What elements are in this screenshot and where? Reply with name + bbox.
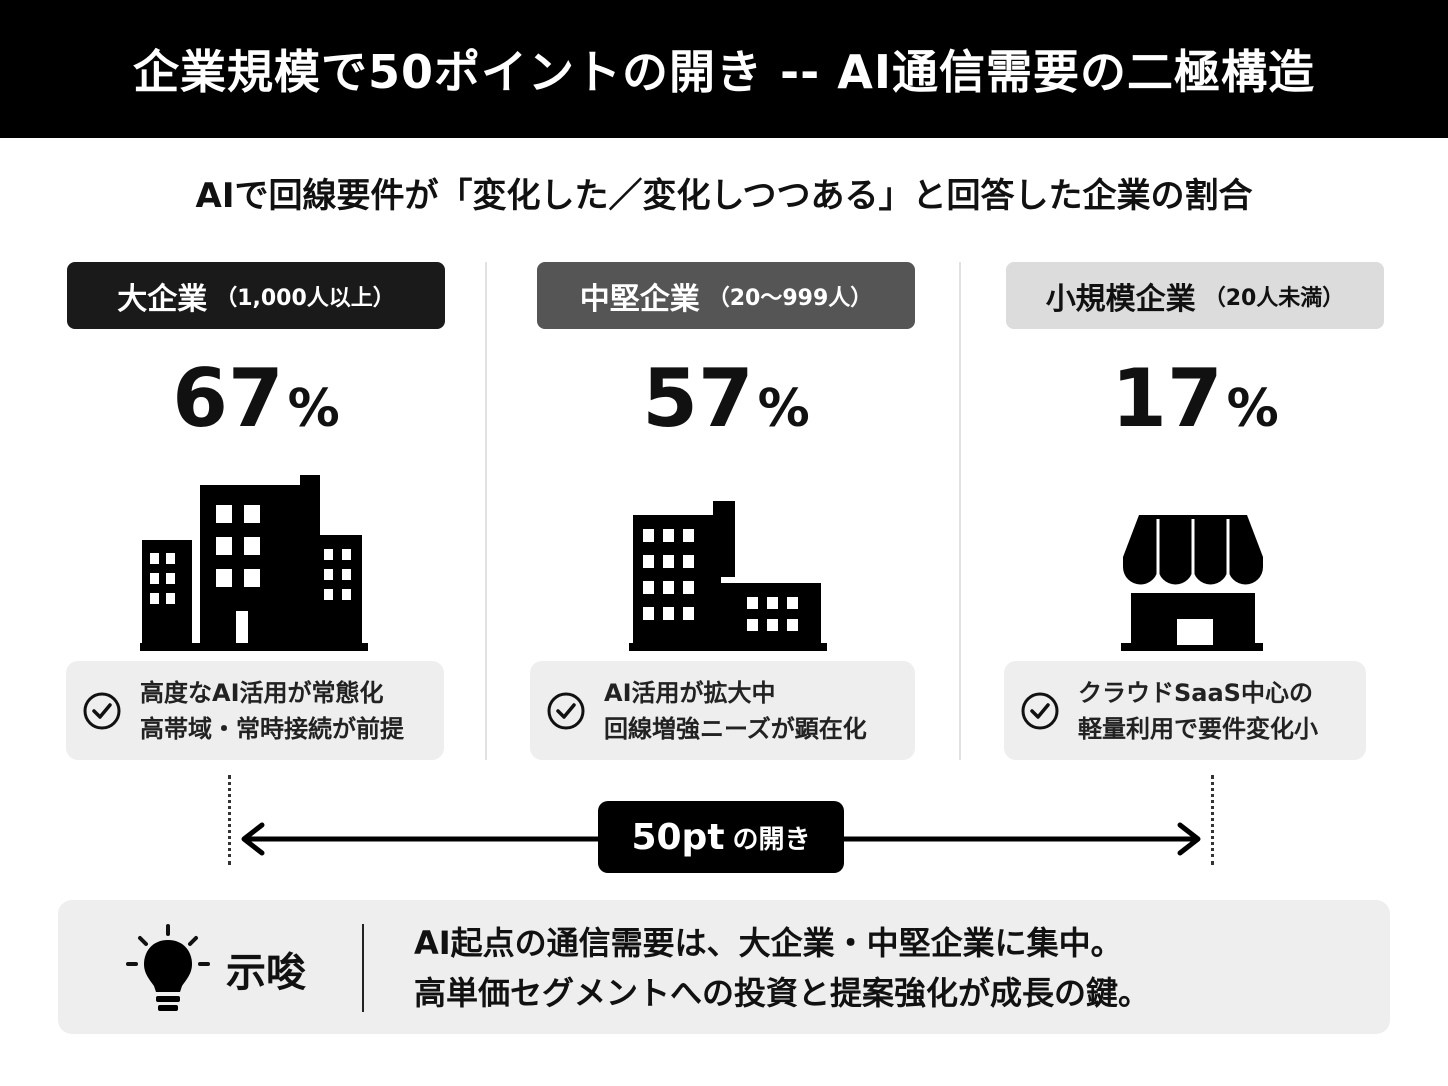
segment-percent: 57% [537,359,915,439]
mid-office-building-icon [629,501,827,651]
gap-value: 50pt [631,816,725,858]
gap-badge: 50pt の開き [598,801,844,873]
header-bar: 企業規模で50ポイントの開き -- AI通信需要の二極構造 [0,0,1448,138]
percent-unit: % [287,379,340,439]
lightbulb-icon [126,924,210,1011]
insight-panel: 示唆 AI起点の通信需要は、大企業・中堅企業に集中。 高単価セグメントへの投資と… [58,900,1390,1034]
segment-note: クラウドSaaS中心の 軽量利用で要件変化小 [1004,661,1366,760]
percent-unit: % [1226,379,1279,439]
note-line: 高帯域・常時接続が前提 [140,714,404,743]
segment-name: 中堅企業 [579,281,700,317]
segment-name: 大企業 [117,281,208,317]
percent-unit: % [757,379,810,439]
check-circle-icon [547,692,585,729]
column-divider [485,262,487,760]
segment-percent: 17% [1006,359,1384,439]
percent-value: 67 [172,352,284,445]
percent-value: 57 [642,352,754,445]
note-line: 軽量利用で要件変化小 [1078,714,1318,743]
segment-range: （1,000人以上） [215,285,395,311]
note-line: 高度なAI活用が常態化 [140,678,384,707]
segment-small: 小規模企業 （20人未満） 17% [1006,262,1384,655]
percent-value: 17 [1111,352,1223,445]
note-line: 回線増強ニーズが顕在化 [604,714,867,743]
subtitle: AIで回線要件が「変化した／変化しつつある」と回答した企業の割合 [195,176,1253,216]
insight-line: 高単価セグメントへの投資と提案強化が成長の鍵。 [414,974,1151,1012]
segment-label: 小規模企業 （20人未満） [1006,262,1384,329]
insight-label: 示唆 [226,950,306,996]
note-line: クラウドSaaS中心の [1078,678,1313,707]
segment-large: 大企業 （1,000人以上） 67% [67,262,445,655]
segment-label: 中堅企業 （20〜999人） [537,262,915,329]
gap-marker-left [228,775,231,865]
insight-separator [362,924,364,1012]
segment-label: 大企業 （1,000人以上） [67,262,445,329]
segment-range: （20人未満） [1203,285,1345,311]
note-line: AI活用が拡大中 [604,678,776,707]
segment-name: 小規模企業 [1045,281,1196,317]
segment-note: AI活用が拡大中 回線増強ニーズが顕在化 [530,661,915,760]
gap-label: の開き [732,824,811,855]
segment-mid: 中堅企業 （20〜999人） 57% [537,262,915,655]
segment-percent: 67% [67,359,445,439]
check-circle-icon [1021,692,1059,729]
gap-marker-right [1211,775,1214,865]
segment-note: 高度なAI活用が常態化 高帯域・常時接続が前提 [66,661,444,760]
page-title: 企業規模で50ポイントの開き -- AI通信需要の二極構造 [133,45,1315,99]
check-circle-icon [83,692,121,729]
insight-line: AI起点の通信需要は、大企業・中堅企業に集中。 [414,924,1123,962]
segment-range: （20〜999人） [707,285,873,311]
column-divider [959,262,961,760]
small-shop-icon [1121,515,1263,651]
large-office-buildings-icon [140,475,368,651]
